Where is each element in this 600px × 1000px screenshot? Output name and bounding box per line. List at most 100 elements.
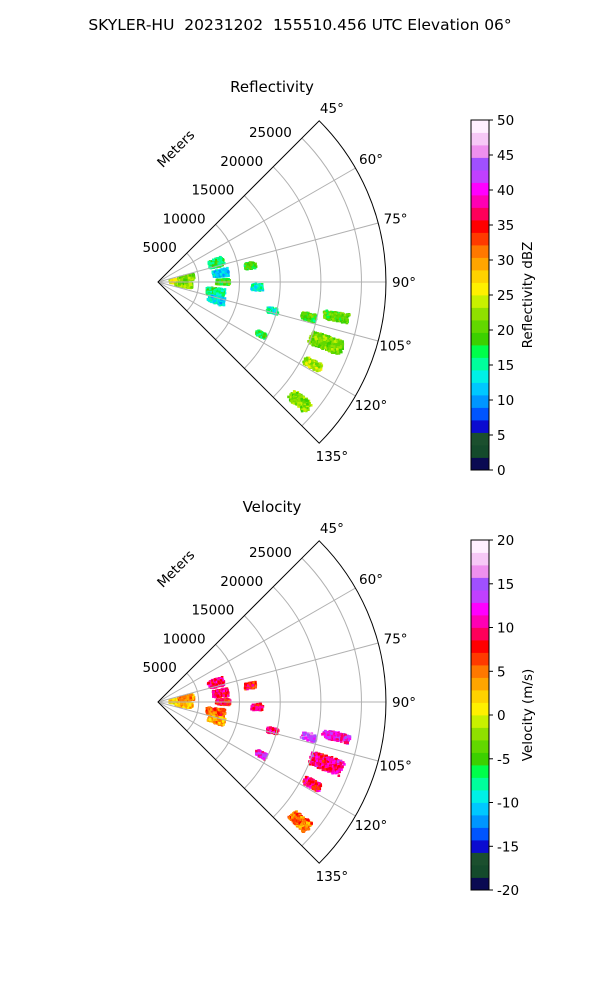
echo-gate [180,278,184,281]
echo-gate [217,262,220,265]
echo-gate [213,270,217,274]
echo-gate [218,290,221,294]
echo-gate [209,295,212,299]
echo-gate [179,276,182,280]
echo-gate [221,294,225,298]
echo-gate [226,266,229,270]
echo-gate [271,310,275,314]
echo-gate [211,261,215,265]
echo-gate [209,298,212,301]
echo-gate [244,262,247,266]
echo-gate [181,282,185,286]
echo-gate [217,287,221,290]
echo-gate [250,287,253,291]
echo-gate [257,329,261,333]
echo-gate [224,279,228,283]
echo-gate [223,283,226,286]
echo-gate [227,282,231,286]
echo-gate [226,283,229,286]
echo-gate [257,331,261,334]
echo-gate [259,286,262,290]
echo-gate [214,272,218,275]
echo-gate [273,312,276,316]
echo-gate [214,301,218,304]
echo-gate [211,271,215,275]
echo-gate [213,290,216,293]
echo-gate [210,300,214,303]
echo-gate [220,268,223,271]
echo-gate [211,260,214,263]
echo-gate [248,266,251,269]
echo-gate [190,286,193,289]
echo-gate [216,293,220,297]
echo-gate [258,334,261,338]
echo-gate [221,273,225,276]
echo-gate [253,264,256,267]
echo-gate [214,297,217,300]
echo-gate [217,300,220,303]
echo-gate [220,262,224,266]
echo-gate [207,293,211,297]
echo-gate [226,270,230,274]
echo-gate [257,286,261,289]
echo-gate [187,278,191,282]
echo-gate [217,282,220,286]
echo-gate [213,299,217,303]
echo-gate [206,286,210,290]
echo-gate [254,289,257,292]
echo-gate [211,264,214,268]
echo-gate [261,287,264,291]
echo-gate [185,281,188,285]
echo-gate [211,296,215,300]
echo-gate [188,274,192,278]
echo-gate [220,293,223,296]
echo-gate [183,282,187,285]
echo-gate [254,262,257,266]
echo-gate [268,306,271,309]
echo-gate [256,333,259,337]
echo-gate [217,257,220,261]
echo-gate [251,284,255,287]
echo-gate [209,265,212,269]
echo-gate [215,258,218,262]
echo-gate [251,261,254,264]
echo-gate [213,294,216,298]
echo-gate [219,273,223,276]
echo-gate [181,284,185,287]
echo-gate [184,276,187,279]
echo-gate [260,284,263,288]
echo-gate [214,261,218,264]
echo-gate [313,315,316,319]
echo-gate [220,279,224,282]
echo-gate [217,295,221,299]
echo-gate [207,291,211,295]
echo-gate [180,283,183,287]
echo-gate [215,290,219,294]
echo-gate [252,265,255,269]
echo-gate [189,282,192,285]
echo-gate [207,260,211,264]
echo-gate [248,262,251,266]
echo-gate [223,273,227,277]
echo-gate [176,279,179,282]
echo-gate [189,276,193,280]
echo-gate [263,332,266,336]
echo-gate [246,263,249,266]
echo-gate [216,292,219,295]
echo-gate [173,279,176,282]
echo-gate [192,275,195,279]
figure-title: SKYLER-HU 20231202 155510.456 UTC Elevat… [88,16,512,34]
echo-gate [250,263,253,266]
echo-gate [252,288,256,291]
echo-gate [220,261,224,264]
echo-gate [206,288,210,291]
echo-gate [209,290,213,293]
echo-gate [272,309,276,312]
echo-gate [178,283,181,286]
echo-gate [208,287,212,290]
echo-gate [257,284,261,288]
echo-gate [219,301,223,305]
echo-gate [206,298,210,301]
echo-gate [218,294,222,297]
